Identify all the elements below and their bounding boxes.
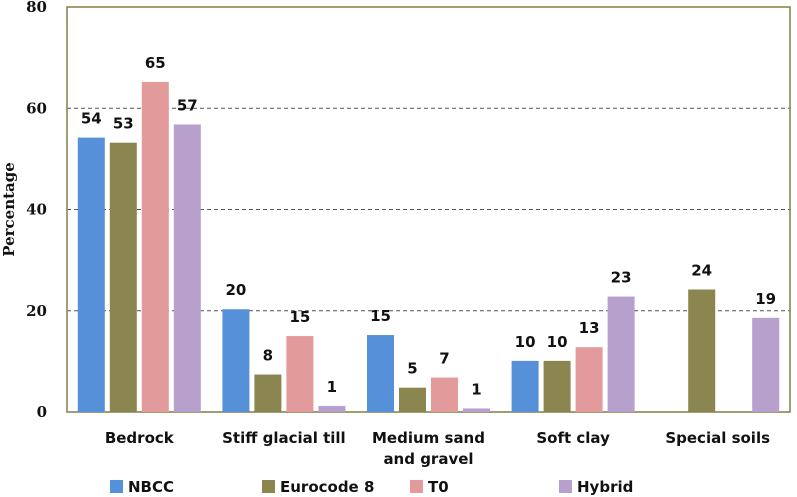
legend-swatch: [262, 480, 275, 493]
bar: [286, 336, 314, 412]
data-label: 15: [370, 307, 391, 325]
data-label: 8: [263, 347, 273, 365]
data-label: 24: [691, 261, 712, 279]
y-tick-label: 40: [26, 201, 47, 219]
category-label: Medium sand: [372, 429, 485, 447]
bar: [607, 296, 635, 412]
category-label: Special soils: [665, 429, 770, 447]
data-label: 23: [611, 269, 632, 287]
legend-label: Hybrid: [577, 478, 633, 496]
legend-label: NBCC: [128, 478, 174, 496]
plot-area-frame: [66, 6, 791, 413]
bar: [77, 137, 105, 413]
data-label: 53: [113, 115, 134, 133]
category-label: and gravel: [383, 450, 473, 468]
data-label: 7: [439, 350, 449, 368]
data-label: 65: [145, 54, 166, 72]
bar: [431, 377, 458, 412]
data-label: 57: [177, 96, 198, 114]
bar: [463, 408, 490, 412]
bar: [367, 335, 394, 412]
legend-swatch: [110, 480, 123, 493]
y-tick-label: 0: [37, 403, 47, 421]
bar: [511, 360, 539, 412]
legend: NBCC Eurocode 8 T0 Hybrid: [110, 478, 633, 496]
bars: [77, 81, 780, 413]
bar: [254, 374, 282, 412]
category-label: Bedrock: [105, 429, 175, 447]
legend-swatch: [410, 480, 423, 493]
data-label: 10: [547, 333, 568, 351]
bar: [543, 360, 571, 412]
bar: [318, 405, 346, 412]
bar: [141, 81, 169, 413]
data-label: 54: [81, 110, 102, 128]
legend-label: T0: [428, 478, 449, 496]
category-label: Stiff glacial till: [222, 429, 346, 447]
data-label: 20: [225, 281, 246, 299]
data-label: 15: [289, 308, 310, 326]
data-label: 10: [515, 333, 536, 351]
y-tick-label: 60: [26, 99, 47, 117]
bar: [109, 142, 137, 413]
bar: [688, 289, 716, 412]
data-label: 5: [407, 360, 417, 378]
data-label: 1: [471, 380, 481, 398]
data-label: 1: [327, 378, 337, 396]
data-labels: 54 20 15 10 53 8 5 10 24 65 15 7 13 57 1 1 23 19: [81, 54, 776, 399]
bar: [173, 124, 201, 412]
data-label: 13: [579, 319, 600, 337]
y-tick-label: 20: [26, 302, 47, 320]
y-axis-title: Percentage: [0, 162, 18, 257]
bar: [575, 347, 603, 412]
bar: [752, 317, 780, 412]
bar: [222, 309, 250, 412]
legend-label: Eurocode 8: [280, 478, 374, 496]
category-labels: Bedrock Stiff glacial till Medium sand and …: [105, 429, 770, 468]
y-axis-ticks: 0 20 40 60 80: [26, 0, 47, 421]
bar: [399, 387, 426, 412]
data-label: 19: [755, 290, 776, 308]
legend-swatch: [559, 480, 572, 493]
category-label: Soft clay: [536, 429, 610, 447]
y-tick-label: 80: [26, 0, 47, 16]
